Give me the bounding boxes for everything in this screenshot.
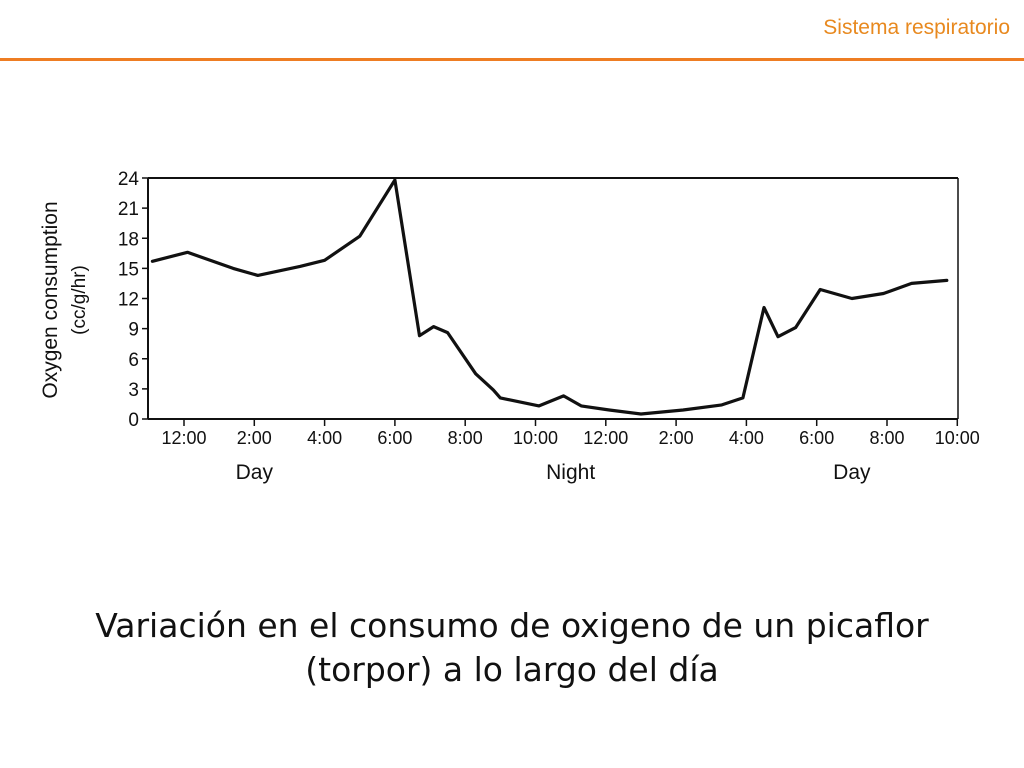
- x-tick-label: 4:00: [307, 428, 342, 448]
- y-tick-label: 0: [128, 410, 139, 431]
- x-tick-label: 10:00: [513, 428, 558, 448]
- x-tick-label: 4:00: [729, 428, 764, 448]
- x-axis-ticks: 12:00 2:00 4:00 6:00 8:00 10:00 12:00 2:00 4:00 6…: [161, 419, 980, 448]
- x-tick-label: 6:00: [799, 428, 834, 448]
- x-tick-label: 12:00: [161, 428, 206, 448]
- y-axis-label-line1: Oxygen consumption: [39, 201, 62, 398]
- slide-header-title: Sistema respiratorio: [823, 16, 1010, 39]
- x-tick-label: 6:00: [377, 428, 412, 448]
- header-divider: [0, 58, 1024, 61]
- x-period-label: Day: [236, 461, 274, 484]
- x-period-label: Night: [546, 461, 595, 484]
- y-tick-label: 6: [128, 350, 139, 371]
- x-period-labels: Day Night Day: [236, 461, 871, 484]
- x-tick-label: 8:00: [448, 428, 483, 448]
- y-tick-label: 15: [118, 259, 139, 280]
- x-tick-label: 8:00: [869, 428, 904, 448]
- y-tick-label: 9: [128, 320, 139, 341]
- y-tick-label: 12: [118, 290, 139, 311]
- y-tick-label: 24: [118, 169, 140, 190]
- x-tick-label: 2:00: [237, 428, 272, 448]
- series-line-oxygen: [150, 178, 949, 416]
- x-tick-label: 12:00: [583, 428, 628, 448]
- y-tick-label: 3: [128, 380, 139, 401]
- y-tick-label: 21: [118, 199, 139, 220]
- y-axis-ticks: 0 3 6 9 12 15 18 21 24: [118, 169, 148, 431]
- series-layer: [150, 178, 949, 416]
- caption-line-2: (torpor) a lo largo del día: [305, 650, 719, 689]
- y-tick-label: 18: [118, 229, 139, 250]
- x-period-label: Day: [833, 461, 871, 484]
- chart-frame: [147, 177, 959, 420]
- y-axis-label-line2: (cc/g/hr): [69, 265, 90, 335]
- x-tick-label: 10:00: [935, 428, 980, 448]
- slide-caption: Variación en el consumo de oxigeno de un…: [0, 604, 1024, 692]
- x-tick-label: 2:00: [659, 428, 694, 448]
- caption-line-1: Variación en el consumo de oxigeno de un…: [95, 606, 929, 645]
